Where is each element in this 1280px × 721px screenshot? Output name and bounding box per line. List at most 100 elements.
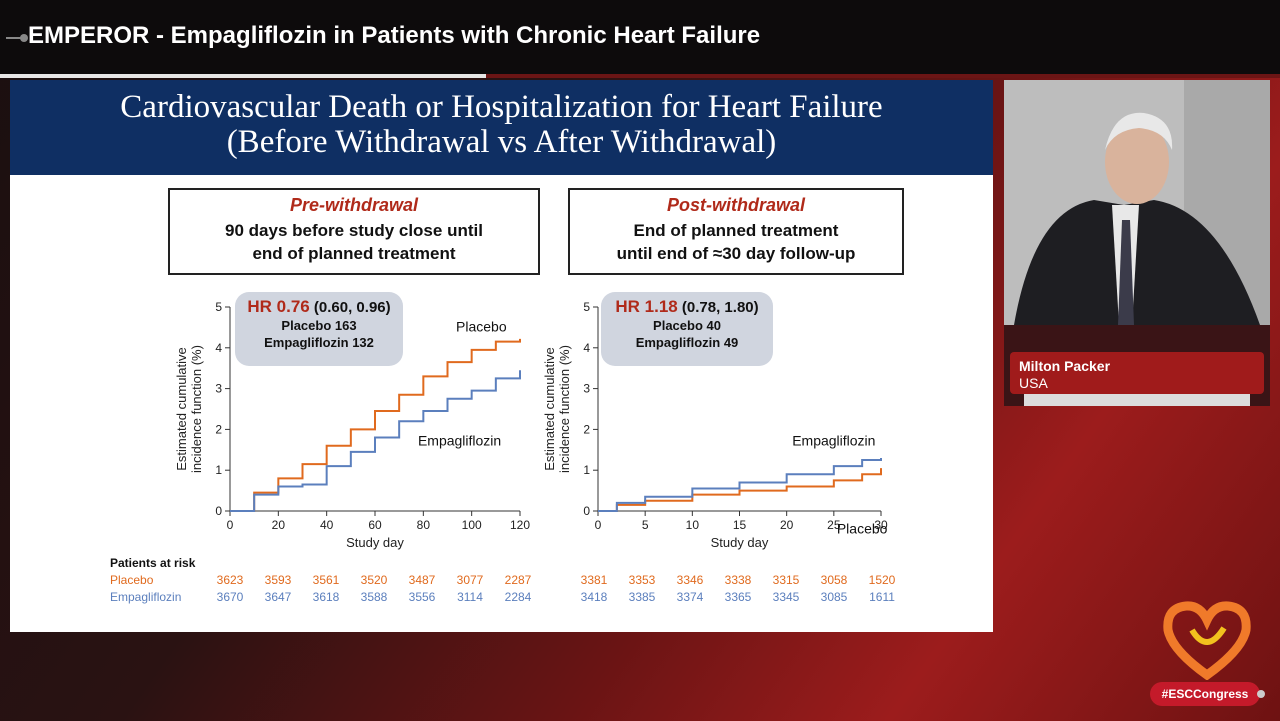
pre-x-tick-label: 100 bbox=[462, 518, 482, 532]
slide-title: Cardiovascular Death or Hospitalization … bbox=[10, 80, 993, 175]
risk-cell-post-placebo: 3058 bbox=[820, 573, 848, 587]
risk-cell-post-empa: 3385 bbox=[628, 590, 656, 604]
post-empa-events: Empagliflozin 49 bbox=[635, 335, 739, 350]
risk-cell-pre-placebo: 3561 bbox=[312, 573, 340, 587]
post-withdrawal-heading: Post-withdrawal bbox=[666, 195, 805, 215]
post-y-tick-label: 5 bbox=[583, 300, 590, 314]
pre-withdrawal-line2: end of planned treatment bbox=[252, 244, 456, 263]
risk-cell-post-empa: 1611 bbox=[869, 590, 895, 604]
post-x-tick-label: 5 bbox=[642, 518, 649, 532]
risk-cell-pre-empa: 3588 bbox=[360, 590, 388, 604]
post-y-tick-label: 3 bbox=[583, 382, 590, 396]
pre-y-tick-label: 2 bbox=[215, 422, 222, 436]
risk-cell-post-placebo: 3315 bbox=[772, 573, 800, 587]
risk-cell-pre-placebo: 3623 bbox=[216, 573, 244, 587]
pre-withdrawal-line1: 90 days before study close until bbox=[225, 221, 483, 240]
risk-cell-pre-empa: 3556 bbox=[408, 590, 436, 604]
pre-series-placebo bbox=[230, 338, 521, 512]
pre-hr-ci: (0.60, 0.96) bbox=[313, 299, 391, 316]
slide-title-line2: (Before Withdrawal vs After Withdrawal) bbox=[226, 124, 777, 160]
presentation-slide: Cardiovascular Death or Hospitalization … bbox=[10, 80, 993, 632]
pre-x-tick-label: 0 bbox=[227, 518, 234, 532]
pre-y-tick-label: 1 bbox=[215, 463, 222, 477]
video-progress-bar[interactable] bbox=[0, 74, 1280, 78]
post-y-tick-label: 4 bbox=[583, 341, 590, 355]
risk-cell-post-empa: 3345 bbox=[772, 590, 800, 604]
post-x-tick-label: 20 bbox=[780, 518, 794, 532]
risk-table: Patients at risk Placebo Empagliflozin 3… bbox=[110, 556, 940, 606]
post-y-tick-label: 0 bbox=[583, 504, 590, 518]
risk-cell-post-placebo: 3346 bbox=[676, 573, 704, 587]
risk-cell-pre-placebo: 3487 bbox=[408, 573, 436, 587]
pre-x-tick-label: 60 bbox=[368, 518, 382, 532]
post-x-tick-label: 0 bbox=[595, 518, 602, 532]
risk-cell-pre-empa: 2284 bbox=[504, 590, 532, 604]
pre-x-axis-label: Study day bbox=[346, 535, 404, 550]
post-hr-box: HR 1.18 (0.78, 1.80) Placebo 40 Empaglif… bbox=[601, 292, 773, 366]
risk-cell-pre-empa: 3647 bbox=[264, 590, 292, 604]
pre-hr-label: HR 0.76 bbox=[247, 297, 310, 316]
speaker-nameplate: Milton Packer USA bbox=[1010, 352, 1264, 394]
risk-cell-post-placebo: 3353 bbox=[628, 573, 656, 587]
pre-withdrawal-heading: Pre-withdrawal bbox=[289, 195, 419, 215]
risk-cell-pre-empa: 3114 bbox=[457, 590, 483, 604]
risk-cell-pre-placebo: 2287 bbox=[504, 573, 532, 587]
pre-series-empagliflozin bbox=[230, 370, 521, 512]
post-withdrawal-line1: End of planned treatment bbox=[633, 221, 839, 240]
progress-fill bbox=[0, 74, 487, 78]
pre-y-tick-label: 0 bbox=[215, 504, 222, 518]
risk-cell-post-empa: 3418 bbox=[580, 590, 608, 604]
post-withdrawal-chart: 0 1 2 3 4 5 0 5 10 15 20 25 30 Study day Estimated cum… bbox=[542, 300, 888, 550]
pre-y-tick-label: 3 bbox=[215, 382, 222, 396]
pre-withdrawal-box: Pre-withdrawal 90 days before study clos… bbox=[168, 188, 540, 275]
post-y-tick-label: 1 bbox=[583, 463, 590, 477]
pre-y-tick-label: 5 bbox=[215, 300, 222, 314]
post-y-axis-label: Estimated cumulative incidence function (… bbox=[542, 345, 572, 473]
pre-label-placebo: Placebo bbox=[456, 318, 507, 334]
post-y-axis-label-line2: incidence function (%) bbox=[557, 345, 572, 473]
pre-x-tick-label: 20 bbox=[272, 518, 286, 532]
post-x-tick-label: 25 bbox=[827, 518, 841, 532]
risk-cell-pre-empa: 3618 bbox=[312, 590, 340, 604]
pre-placebo-events: Placebo 163 bbox=[281, 318, 357, 333]
risk-table-heading: Patients at risk bbox=[110, 556, 196, 570]
post-withdrawal-line2: until end of ≈30 day follow-up bbox=[616, 244, 856, 263]
post-placebo-events: Placebo 40 bbox=[653, 318, 721, 333]
speaker-name: Milton Packer bbox=[1019, 358, 1111, 374]
dot-icon bbox=[1257, 690, 1265, 698]
risk-empa-label: Empagliflozin bbox=[110, 590, 182, 604]
window-title: EMPEROR - Empagliflozin in Patients with… bbox=[28, 22, 761, 49]
top-bar: EMPEROR - Empagliflozin in Patients with… bbox=[0, 0, 1280, 76]
bullet-icon bbox=[6, 34, 28, 42]
pre-withdrawal-chart: 0 1 2 3 4 5 0 20 40 60 80 100 120 Study day Estimated … bbox=[174, 300, 530, 550]
slide-title-line1: Cardiovascular Death or Hospitalization … bbox=[120, 89, 883, 125]
esc-heart-logo bbox=[1163, 601, 1251, 680]
risk-cell-post-empa: 3374 bbox=[676, 590, 704, 604]
post-series-empagliflozin bbox=[598, 457, 882, 512]
risk-cell-pre-placebo: 3520 bbox=[360, 573, 388, 587]
pre-y-tick-label: 4 bbox=[215, 341, 222, 355]
esc-congress-hashtag: #ESCCongress bbox=[1150, 682, 1260, 706]
risk-cell-pre-placebo: 3077 bbox=[456, 573, 484, 587]
pre-y-axis-label-line2: incidence function (%) bbox=[189, 345, 204, 473]
pre-x-tick-label: 40 bbox=[320, 518, 334, 532]
post-y-axis-label-line1: Estimated cumulative bbox=[542, 347, 557, 471]
risk-cell-pre-empa: 3670 bbox=[216, 590, 244, 604]
pre-y-axis-label: Estimated cumulative incidence function (… bbox=[174, 345, 204, 473]
risk-cell-post-placebo: 3338 bbox=[724, 573, 752, 587]
post-series-placebo bbox=[598, 468, 882, 512]
post-x-tick-label: 30 bbox=[874, 518, 888, 532]
pre-label-empagliflozin: Empagliflozin bbox=[418, 433, 501, 449]
risk-cell-post-placebo: 1520 bbox=[868, 573, 896, 587]
speaker-country: USA bbox=[1019, 375, 1048, 391]
risk-placebo-label: Placebo bbox=[110, 573, 154, 587]
post-hr-label: HR 1.18 bbox=[615, 297, 678, 316]
risk-cell-post-empa: 3365 bbox=[724, 590, 752, 604]
post-x-tick-label: 10 bbox=[686, 518, 700, 532]
risk-cell-pre-placebo: 3593 bbox=[264, 573, 292, 587]
post-x-axis-label: Study day bbox=[711, 535, 769, 550]
post-label-placebo: Placebo bbox=[837, 520, 888, 536]
risk-cell-post-placebo: 3381 bbox=[580, 573, 608, 587]
pre-y-axis-label-line1: Estimated cumulative bbox=[174, 347, 189, 471]
post-hr-ci: (0.78, 1.80) bbox=[681, 299, 759, 316]
